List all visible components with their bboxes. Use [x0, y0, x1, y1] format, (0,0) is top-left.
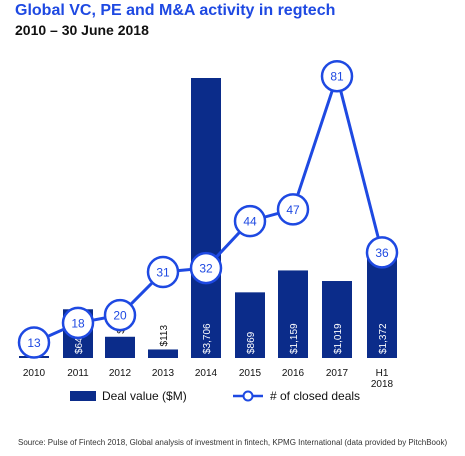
legend-line-marker — [242, 390, 254, 402]
bar — [105, 336, 135, 358]
bar — [235, 292, 265, 358]
legend-bar-swatch — [70, 391, 96, 401]
deal-count-marker — [276, 193, 310, 226]
legend: Deal value ($M) # of closed deals — [70, 389, 360, 403]
deal-count-label: 44 — [243, 215, 257, 229]
source-note: Source: Pulse of Fintech 2018, Global an… — [18, 438, 448, 447]
deal-count-marker — [233, 204, 267, 238]
bar-value-label: $3,706 — [202, 323, 213, 354]
deal-count-label: 20 — [113, 309, 127, 323]
bar — [278, 270, 308, 358]
legend-line-label: # of closed deals — [270, 389, 360, 403]
deal-count-label: 13 — [27, 336, 41, 350]
bar-value-label: $645 — [74, 331, 85, 354]
deal-count-label: 47 — [286, 203, 300, 217]
line-group: 13 18 20 31 32 44 47 81 36 — [17, 59, 399, 359]
x-tick-label: 2012 — [109, 368, 132, 379]
bar — [322, 281, 352, 358]
deal-count-label: 36 — [375, 246, 389, 260]
x-tick-label: 2014 — [195, 368, 218, 379]
legend-bar-label: Deal value ($M) — [102, 389, 187, 403]
bar-value-label: $1,372 — [378, 323, 389, 354]
x-tick-label: H1 2018 — [371, 368, 394, 390]
chart-title: Global VC, PE and M&A activity in regtec… — [15, 2, 336, 19]
x-tick-label: 2016 — [282, 368, 305, 379]
deal-count-marker — [189, 251, 223, 285]
deal-count-label: 18 — [71, 316, 85, 330]
deal-count-marker — [146, 255, 180, 289]
bar — [148, 349, 178, 358]
deal-count-marker — [17, 326, 51, 359]
deal-count-marker — [320, 59, 354, 93]
x-tick-label: 2015 — [239, 368, 262, 379]
deal-count-marker — [365, 236, 399, 269]
bar-value-label: $869 — [246, 331, 257, 354]
bar — [191, 78, 221, 358]
x-tick-label: 2011 — [67, 368, 89, 379]
deal-count-label: 32 — [199, 262, 213, 276]
deal-count-marker — [61, 306, 95, 340]
x-tick-label: 2017 — [326, 368, 349, 379]
bar-value-label: $113 — [159, 325, 170, 347]
bar-value-label: $1,159 — [289, 323, 300, 354]
deal-count-label: 81 — [330, 70, 344, 84]
bar-value-label: $1,019 — [333, 323, 344, 354]
deal-count-label: 31 — [156, 266, 170, 280]
deal-count-marker — [103, 298, 137, 332]
x-tick-label: 2013 — [152, 368, 175, 379]
bar — [367, 254, 397, 358]
x-tick-label: 2010 — [23, 368, 46, 379]
x-tick-label-group: 2010 2011 2012 2013 2014 2015 2016 2017 H1 2018 — [23, 368, 394, 390]
chart-subtitle: 2010 – 30 June 2018 — [15, 22, 149, 38]
